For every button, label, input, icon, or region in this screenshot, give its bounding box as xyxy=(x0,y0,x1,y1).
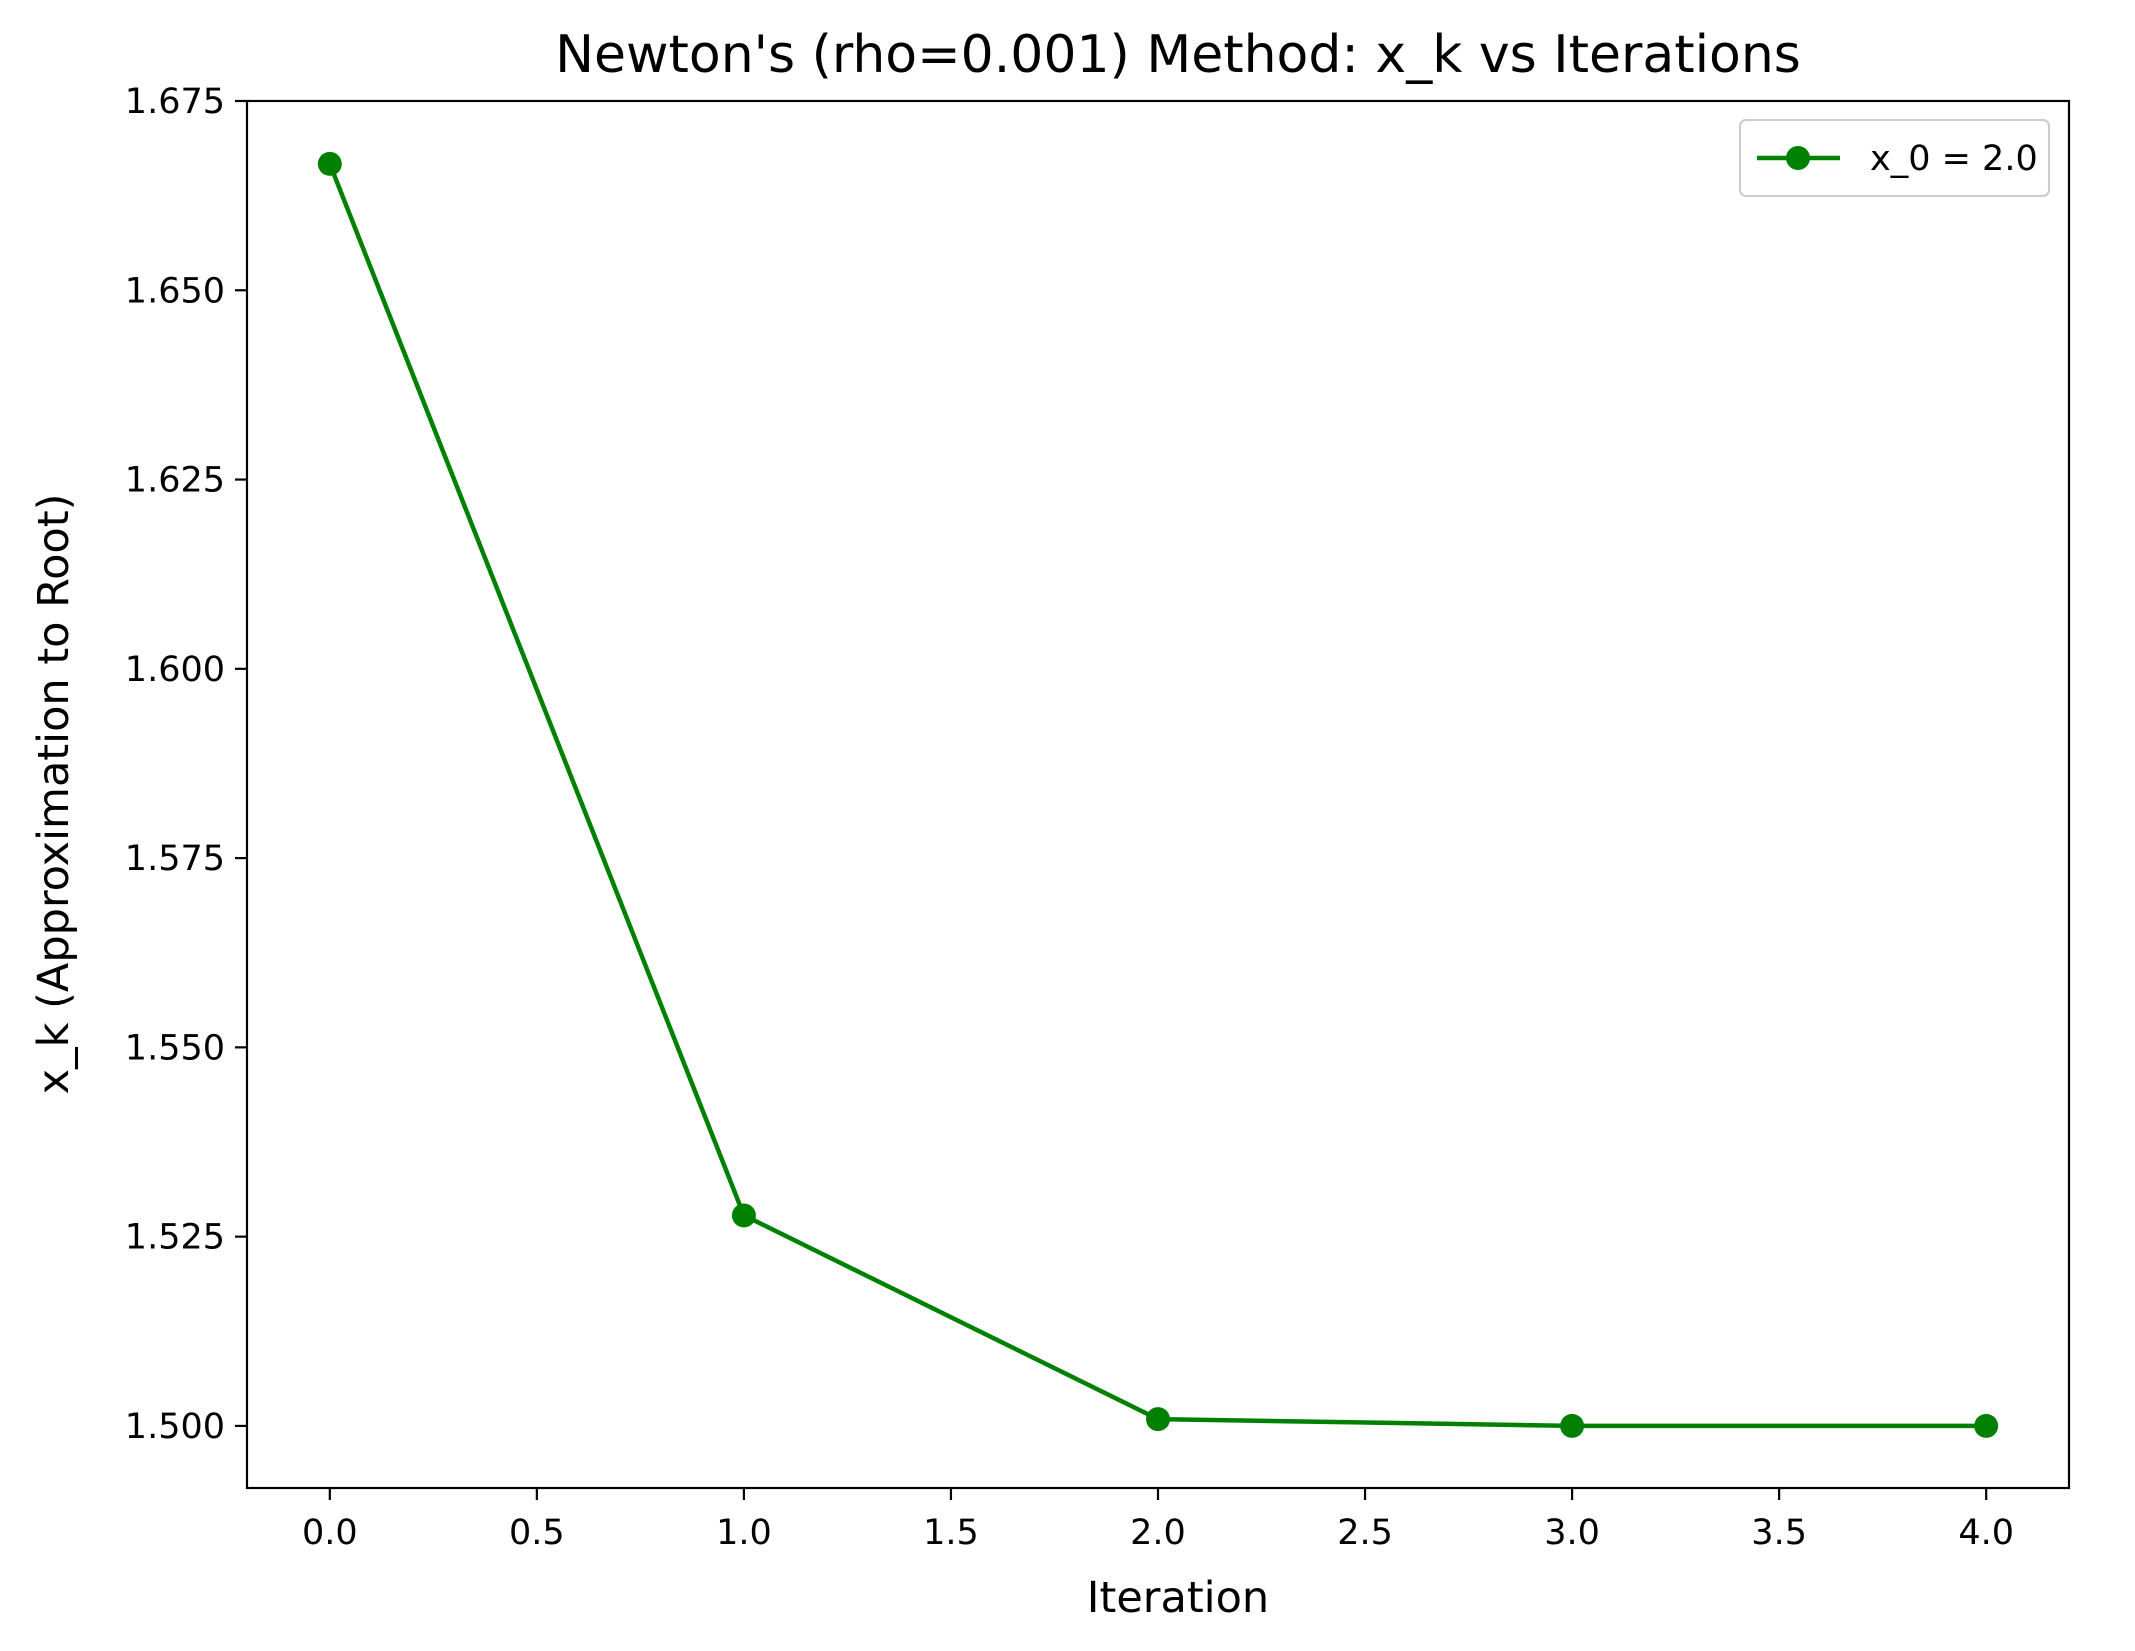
data-point xyxy=(317,151,342,176)
x-tick-label: 1.5 xyxy=(923,1513,979,1553)
plot-frame xyxy=(245,99,2071,1490)
x-axis-label: Iteration xyxy=(1087,1573,1269,1623)
x-tick-label: 2.5 xyxy=(1337,1513,1393,1553)
y-tick-label: 1.550 xyxy=(125,1028,225,1068)
series-line xyxy=(327,162,1987,1429)
legend-label: x_0 = 2.0 xyxy=(1870,139,2038,179)
legend: x_0 = 2.0 xyxy=(1739,119,2050,197)
y-tick-label: 1.625 xyxy=(125,461,225,501)
y-axis: 1.500 1.525 1.550 1.575 1.600 1.625 1.650 1.675 xyxy=(125,82,247,1447)
x-tick-label: 4.0 xyxy=(1958,1513,2014,1553)
y-tick-label: 1.675 xyxy=(125,82,225,122)
y-tick-label: 1.575 xyxy=(125,839,225,879)
y-tick-label: 1.650 xyxy=(125,271,225,311)
data-point xyxy=(1146,1407,1170,1432)
data-point xyxy=(1560,1413,1585,1438)
y-tick-label: 1.600 xyxy=(125,650,225,690)
x-tick-label: 2.0 xyxy=(1130,1513,1186,1553)
y-tick-label: 1.525 xyxy=(125,1218,225,1258)
x-tick-label: 0.0 xyxy=(302,1513,358,1553)
x-axis: 0.0 0.5 1.0 1.5 2.0 2.5 3.0 3.5 4.0 xyxy=(302,1488,2014,1553)
data-point xyxy=(1974,1413,1999,1438)
plot-area xyxy=(245,99,2071,1490)
y-axis-label: x_k (Approximation to Root) xyxy=(29,494,79,1095)
x-tick-label: 0.5 xyxy=(509,1513,565,1553)
y-tick-label: 1.500 xyxy=(125,1407,225,1447)
x-tick-label: 1.0 xyxy=(716,1513,772,1553)
x-tick-label: 3.0 xyxy=(1544,1513,1600,1553)
series-layer xyxy=(317,151,1999,1438)
data-point xyxy=(731,1203,756,1228)
x-tick-label: 3.5 xyxy=(1751,1513,1807,1553)
legend-marker-swatch xyxy=(1786,146,1810,170)
chart-title: Newton's (rho=0.001) Method: x_k vs Iter… xyxy=(555,25,1801,85)
legend-box xyxy=(1739,119,2050,197)
